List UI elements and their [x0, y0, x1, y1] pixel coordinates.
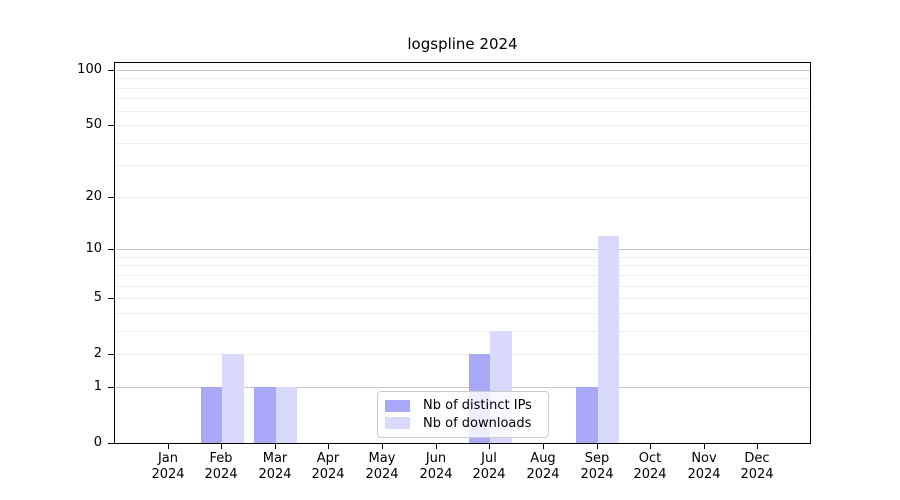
legend-label-distinct-ips: Nb of distinct IPs: [423, 398, 532, 414]
y-tick-label: 0: [93, 435, 102, 450]
y-tick-label: 1: [93, 379, 102, 394]
x-axis: Jan 2024 Feb 2024 Mar 2024 Apr 2024 May 2024…: [114, 444, 811, 496]
y-tick-mark: [108, 443, 114, 444]
x-tick-mark: [704, 444, 705, 449]
plot-area: Nb of distinct IPs Nb of downloads: [114, 62, 811, 444]
x-tick-label: Aug 2024: [526, 451, 560, 482]
bar-distinct-ips: [576, 386, 598, 443]
legend-label-downloads: Nb of downloads: [423, 415, 532, 431]
gridline-minor: [115, 265, 810, 266]
y-tick-label: 5: [93, 290, 102, 305]
gridline-minor: [115, 331, 810, 332]
gridline-minor: [115, 111, 810, 112]
gridline-minor: [115, 88, 810, 89]
x-tick-label: Apr 2024: [311, 451, 345, 482]
bar-distinct-ips: [200, 386, 223, 443]
y-tick-label: 2: [93, 346, 102, 361]
bar-downloads: [597, 235, 619, 443]
y-tick-mark: [108, 387, 114, 388]
y-tick-label: 50: [85, 117, 102, 132]
y-tick-mark: [108, 249, 114, 250]
x-tick-label: Oct 2024: [633, 451, 667, 482]
gridline-minor: [115, 286, 810, 287]
x-tick-mark: [436, 444, 437, 449]
gridline-minor: [115, 165, 810, 166]
y-tick-label: 10: [85, 241, 102, 256]
chart-title: logspline 2024: [407, 35, 518, 53]
y-tick-mark: [108, 125, 114, 126]
bar-distinct-ips: [254, 386, 276, 443]
gridline-minor: [115, 197, 810, 198]
gridline-major: [115, 387, 810, 388]
x-tick-mark: [489, 444, 490, 449]
x-tick-label: Sep 2024: [580, 451, 614, 482]
x-tick-label: Jun 2024: [419, 451, 453, 482]
gridline-minor: [115, 298, 810, 299]
x-tick-label: Nov 2024: [687, 451, 721, 482]
gridline-minor: [115, 143, 810, 144]
x-tick-mark: [757, 444, 758, 449]
x-tick-mark: [543, 444, 544, 449]
x-tick-label: Jan 2024: [151, 451, 185, 482]
legend-item-distinct-ips: Nb of distinct IPs: [385, 397, 541, 414]
x-tick-label: Mar 2024: [258, 451, 292, 482]
gridline-minor: [115, 275, 810, 276]
y-tick-mark: [108, 354, 114, 355]
gridline-major: [115, 70, 810, 71]
x-tick-mark: [382, 444, 383, 449]
legend-item-downloads: Nb of downloads: [385, 415, 541, 432]
x-tick-mark: [275, 444, 276, 449]
x-tick-mark: [650, 444, 651, 449]
gridline-minor: [115, 257, 810, 258]
x-tick-mark: [328, 444, 329, 449]
gridline-major: [115, 249, 810, 250]
bars-layer: [115, 63, 810, 443]
legend-swatch-distinct-ips-icon: [385, 399, 410, 412]
y-axis: 0 1 2 5 10 20 50 100: [0, 62, 114, 450]
legend-swatch-downloads-icon: [385, 417, 410, 430]
x-tick-label: May 2024: [365, 451, 399, 482]
y-tick-label: 20: [85, 189, 102, 204]
gridline-minor: [115, 78, 810, 79]
gridline-minor: [115, 313, 810, 314]
bar-downloads: [222, 354, 244, 443]
gridline-minor: [115, 98, 810, 99]
x-tick-label: Feb 2024: [204, 451, 238, 482]
x-tick-mark: [597, 444, 598, 449]
legend: Nb of distinct IPs Nb of downloads: [377, 391, 549, 438]
y-tick-mark: [108, 197, 114, 198]
x-tick-label: Dec 2024: [740, 451, 774, 482]
gridlines-layer: [115, 63, 810, 443]
x-tick-mark: [168, 444, 169, 449]
gridline-minor: [115, 125, 810, 126]
y-tick-mark: [108, 298, 114, 299]
x-tick-mark: [221, 444, 222, 449]
y-tick-label: 100: [77, 62, 102, 77]
y-tick-mark: [108, 70, 114, 71]
bar-downloads: [275, 386, 298, 443]
gridline-minor: [115, 354, 810, 355]
x-tick-label: Jul 2024: [472, 451, 506, 482]
